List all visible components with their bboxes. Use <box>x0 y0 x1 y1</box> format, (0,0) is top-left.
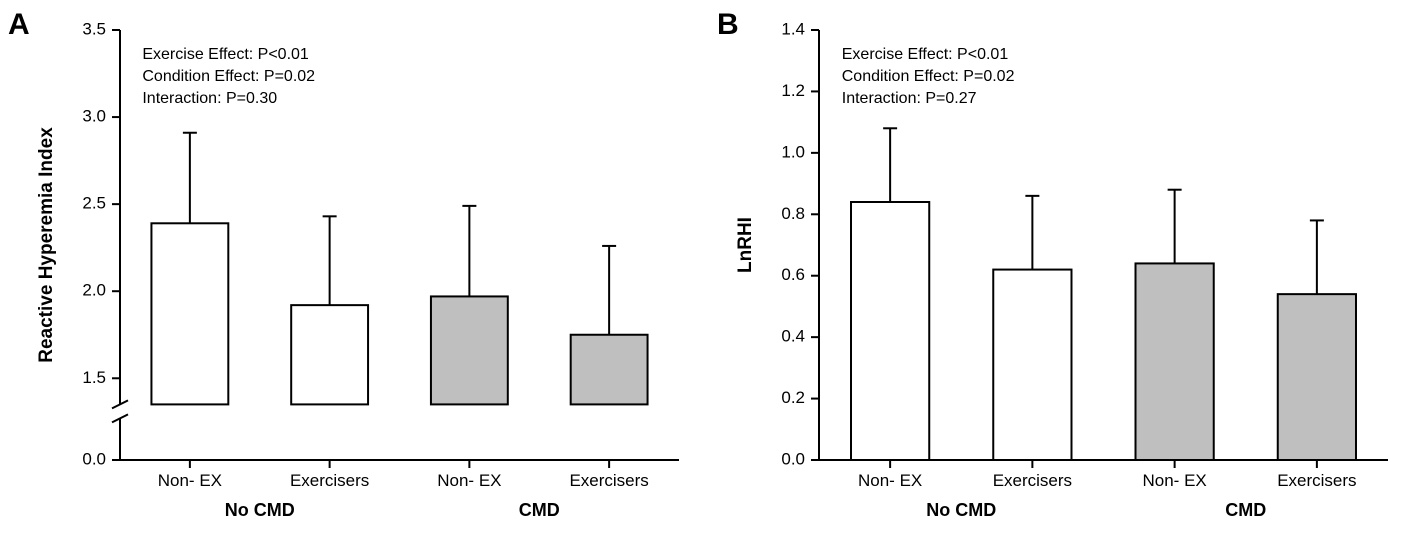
svg-text:Reactive Hyperemia Index: Reactive Hyperemia Index <box>36 127 57 363</box>
svg-text:Interaction: P=0.30: Interaction: P=0.30 <box>142 90 277 107</box>
svg-text:1.0: 1.0 <box>781 142 805 161</box>
svg-text:0.8: 0.8 <box>781 204 805 223</box>
svg-text:Exercisers: Exercisers <box>569 471 648 490</box>
svg-text:Exercise Effect: P<0.01: Exercise Effect: P<0.01 <box>142 46 309 63</box>
svg-text:Interaction: P=0.27: Interaction: P=0.27 <box>842 90 977 107</box>
svg-text:1.4: 1.4 <box>781 19 805 38</box>
svg-text:0.4: 0.4 <box>781 327 805 346</box>
svg-text:Exercisers: Exercisers <box>993 471 1072 490</box>
svg-text:0.2: 0.2 <box>781 388 805 407</box>
panel-B-chart: 0.0 0.2 0.4 0.6 0.8 1.0 1.2 1.4 Non- EX Exerciser… <box>709 0 1418 555</box>
svg-text:3.0: 3.0 <box>82 107 106 126</box>
panel-A-chart: 0.0 1.5 2.0 2.5 3.0 3.5 Non- EX Exercisers Non- … <box>0 0 709 555</box>
svg-text:1.2: 1.2 <box>781 81 805 100</box>
svg-text:Non- EX: Non- EX <box>158 471 222 490</box>
panel-B: B 0.00.20.40.60.81.01.21.4Non- EXExercis… <box>709 0 1418 555</box>
svg-text:3.5: 3.5 <box>82 19 106 38</box>
svg-text:2.0: 2.0 <box>82 281 106 300</box>
svg-text:Condition Effect: P=0.02: Condition Effect: P=0.02 <box>842 68 1015 85</box>
svg-text:Non- EX: Non- EX <box>437 471 501 490</box>
figure: A 0.01.52.02.53.03.5Non- EXExercisersNon… <box>0 0 1418 555</box>
svg-text:LnRHI: LnRHI <box>735 217 756 273</box>
svg-text:Exercise Effect: P<0.01: Exercise Effect: P<0.01 <box>842 46 1009 63</box>
svg-text:Exercisers: Exercisers <box>1277 471 1356 490</box>
svg-text:0.0: 0.0 <box>82 449 106 468</box>
svg-text:Condition Effect: P=0.02: Condition Effect: P=0.02 <box>142 68 315 85</box>
svg-text:Exercisers: Exercisers <box>290 471 369 490</box>
svg-text:0.6: 0.6 <box>781 265 805 284</box>
svg-text:Non- EX: Non- EX <box>1143 471 1207 490</box>
svg-text:CMD: CMD <box>1225 500 1266 520</box>
svg-text:No CMD: No CMD <box>225 500 295 520</box>
svg-text:1.5: 1.5 <box>82 368 106 387</box>
panel-A: A 0.01.52.02.53.03.5Non- EXExercisersNon… <box>0 0 709 555</box>
svg-text:0.0: 0.0 <box>781 449 805 468</box>
svg-text:CMD: CMD <box>519 500 560 520</box>
svg-text:No CMD: No CMD <box>926 500 996 520</box>
svg-text:Non- EX: Non- EX <box>858 471 922 490</box>
svg-text:2.5: 2.5 <box>82 194 106 213</box>
